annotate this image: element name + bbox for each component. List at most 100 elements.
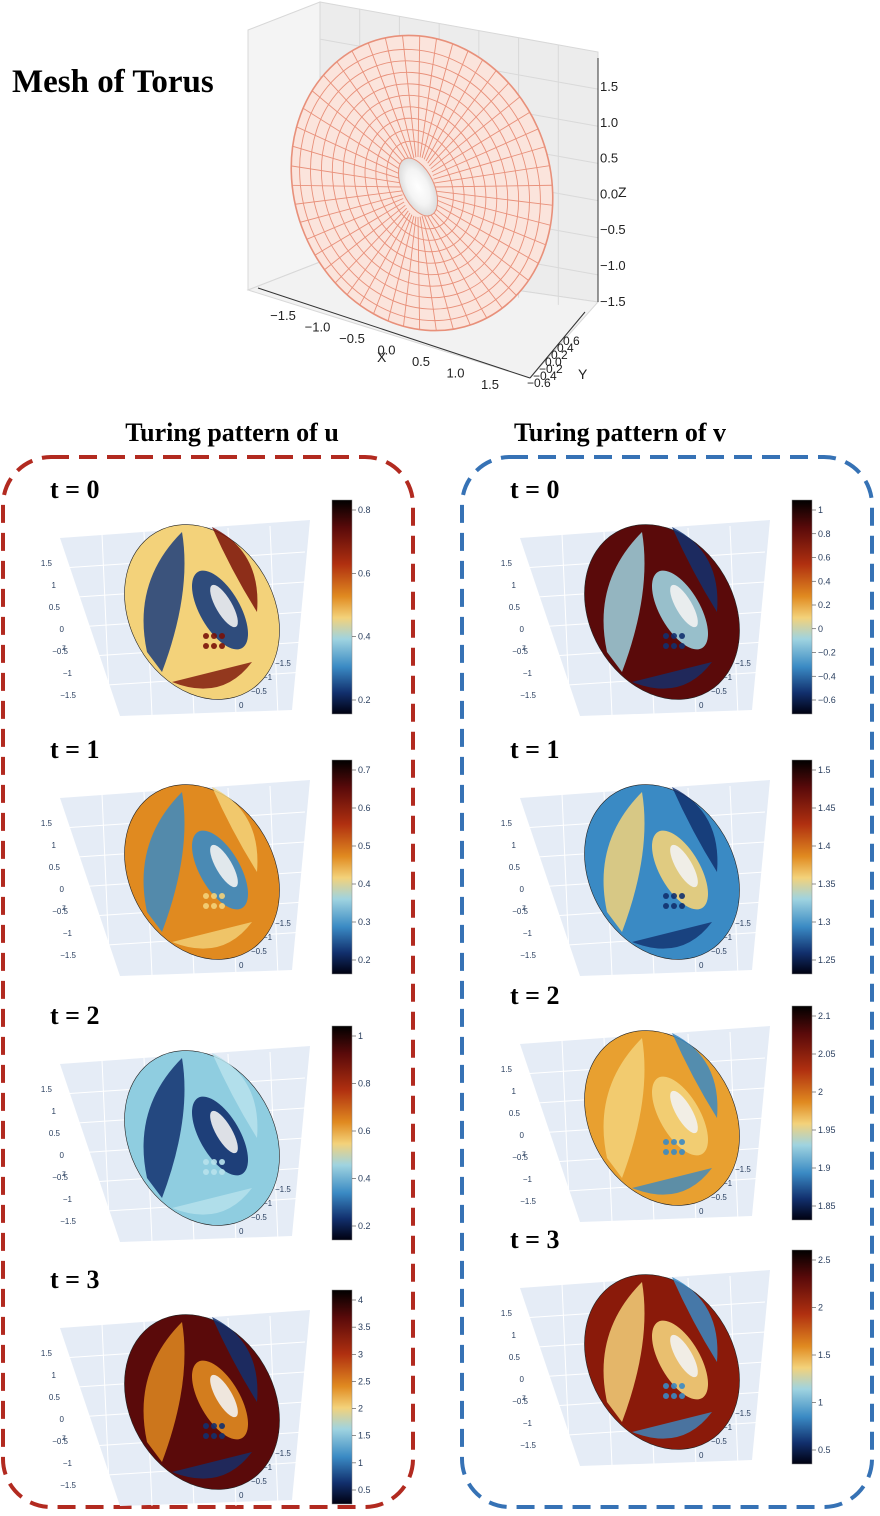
colorbar-tick: 0.8 <box>358 505 371 515</box>
y-axis-label: Y <box>578 366 588 382</box>
scene-z-tick: 1 <box>512 841 517 850</box>
scene-x-tick: −0.5 <box>251 687 267 696</box>
scene-x-tick: −0.5 <box>251 947 267 956</box>
mesh-z-tick: 0.5 <box>600 151 618 166</box>
scene-z-label: z <box>62 1433 66 1442</box>
torus-pattern <box>124 1050 280 1226</box>
torus-pattern <box>584 1030 740 1206</box>
scene-x-tick: −1.5 <box>275 659 291 668</box>
panel-u-2: t = 21.510.50−0.5−1−1.5z−1.5−1−0.5010.80… <box>41 1001 371 1243</box>
mesh-x-tick: −1.5 <box>270 308 296 323</box>
scene-z-tick: 0 <box>520 885 525 894</box>
scene-z-tick: 0 <box>520 1131 525 1140</box>
scene-z-tick: 1.5 <box>41 1085 53 1094</box>
scene-z-tick: 0.5 <box>509 863 521 872</box>
mesh-x-tick: 0.5 <box>412 354 430 369</box>
scene-z-label: z <box>522 1393 526 1402</box>
scene-z-tick: −1 <box>523 929 533 938</box>
panel-u-0: t = 01.510.50−0.5−1−1.5z−1.5−1−0.500.80.… <box>41 475 371 717</box>
scene-z-label: z <box>522 1149 526 1158</box>
colorbar-tick: 1.45 <box>818 803 836 813</box>
colorbar <box>791 1005 813 1221</box>
scene-x-tick: −1 <box>723 1423 733 1432</box>
mesh-y-tick: −0.2 <box>539 362 563 376</box>
scene-x-tick: −1 <box>263 933 273 942</box>
colorbar-tick: 1.9 <box>818 1163 831 1173</box>
scene-z-ticks: 1.5 1 0.5 0 −0.5 −1 −1.5 <box>41 559 77 700</box>
mesh-y-tick: −0.4 <box>533 369 557 383</box>
colorbar-tick: 0.4 <box>818 576 831 586</box>
colorbar-tick: 1.25 <box>818 955 836 965</box>
scene-x-tick: −0.5 <box>251 1477 267 1486</box>
scene-z-tick: 1.5 <box>41 559 53 568</box>
x-axis-line <box>257 287 531 379</box>
colorbar-ticks: 2.1 2.05 2 1.95 1.9 1.85 <box>812 1011 836 1211</box>
colorbar-tick: 2.5 <box>818 1255 831 1265</box>
scene-z-ticks: 1.5 1 0.5 0 −0.5 −1 −1.5 <box>41 819 77 960</box>
scene-x-tick: −1 <box>723 673 733 682</box>
scene-z-tick: −0.5 <box>52 1437 68 1446</box>
colorbar-tick: 1.5 <box>818 765 831 775</box>
colorbar-tick: 0.2 <box>358 955 371 965</box>
scene-z-label: z <box>62 1169 66 1178</box>
colorbar-tick: 0.6 <box>818 553 831 563</box>
scene-z-tick: −0.5 <box>512 1397 528 1406</box>
scene-z-tick: 1.5 <box>41 819 53 828</box>
colorbar-ticks: 4 3.5 3 2.5 2 1.5 1 0.5 <box>352 1295 371 1495</box>
colorbar-tick: 1.4 <box>818 841 831 851</box>
scene-z-tick: −1 <box>523 1419 533 1428</box>
scene-z-tick: 1.5 <box>501 819 513 828</box>
scene-z-tick: −1 <box>63 929 73 938</box>
colorbar-ticks: 0.8 0.6 0.4 0.2 <box>352 505 371 705</box>
scene-x-tick: −1 <box>263 1199 273 1208</box>
scene-x-tick: 0 <box>699 701 704 710</box>
torus-pattern <box>124 1314 280 1490</box>
scene-z-label: z <box>522 643 526 652</box>
colorbar <box>331 759 353 975</box>
mesh-z-tick: 0.0 <box>600 186 618 201</box>
torus-mesh <box>269 14 571 356</box>
colorbar-tick: 1.95 <box>818 1125 836 1135</box>
scene-x-tick: −0.5 <box>711 687 727 696</box>
colorbar-tick: 1.35 <box>818 879 836 889</box>
colorbar-tick: 1.85 <box>818 1201 836 1211</box>
panel-v-3: t = 31.510.50−0.5−1−1.5z−1.5−1−0.502.521… <box>501 1225 831 1467</box>
colorbar-tick: 1.5 <box>358 1431 371 1441</box>
colorbar-tick: 0.5 <box>358 841 371 851</box>
scene-x-tick: 0 <box>239 1491 244 1500</box>
scene-z-tick: −0.5 <box>512 647 528 656</box>
mesh-y-tick: 0.6 <box>563 334 580 348</box>
scene-xy-ticks: −1.5−1 −0.5 0 <box>239 659 291 710</box>
scene-z-tick: −1.5 <box>60 691 76 700</box>
colorbar <box>331 499 353 715</box>
mesh-x-tick: 1.0 <box>446 366 464 381</box>
scene-x-tick: 0 <box>699 1207 704 1216</box>
scene-z-tick: 1 <box>52 841 57 850</box>
scene-z-tick: 0.5 <box>49 1129 61 1138</box>
mesh-z-tick: 1.5 <box>600 79 618 94</box>
colorbar <box>331 1025 353 1241</box>
mesh-z-tick: −1.5 <box>600 294 626 309</box>
scene-z-tick: 0.5 <box>509 1353 521 1362</box>
scene-z-tick: 0.5 <box>509 1109 521 1118</box>
v-panel-frame <box>460 455 874 1509</box>
scene-z-tick: −1 <box>63 1195 73 1204</box>
colorbar-tick: 3.5 <box>358 1322 371 1332</box>
scene-z-tick: 1 <box>52 581 57 590</box>
mesh-z-tick: −0.5 <box>600 222 626 237</box>
panel-v-1: t = 11.510.50−0.5−1−1.5z−1.5−1−0.501.51.… <box>501 735 836 977</box>
scene-x-tick: −1.5 <box>735 1165 751 1174</box>
scene-x-tick: −1 <box>263 673 273 682</box>
column-title-v: Turing pattern of v <box>514 418 726 447</box>
colorbar-ticks: 1.5 1.45 1.4 1.35 1.3 1.25 <box>812 765 836 965</box>
colorbar-tick: 2 <box>818 1087 823 1097</box>
scene-x-tick: −1 <box>723 1179 733 1188</box>
time-label: t = 3 <box>510 1225 559 1254</box>
colorbar-ticks: 2.5 2 1.5 1 0.5 <box>812 1255 831 1455</box>
colorbar-tick: 0.8 <box>818 529 831 539</box>
torus-pattern <box>584 1274 740 1450</box>
scene-z-tick: −0.5 <box>52 1173 68 1182</box>
scene-x-tick: −1.5 <box>735 1409 751 1418</box>
colorbar-tick: 0.7 <box>358 765 371 775</box>
colorbar-tick: 0.4 <box>358 632 371 642</box>
